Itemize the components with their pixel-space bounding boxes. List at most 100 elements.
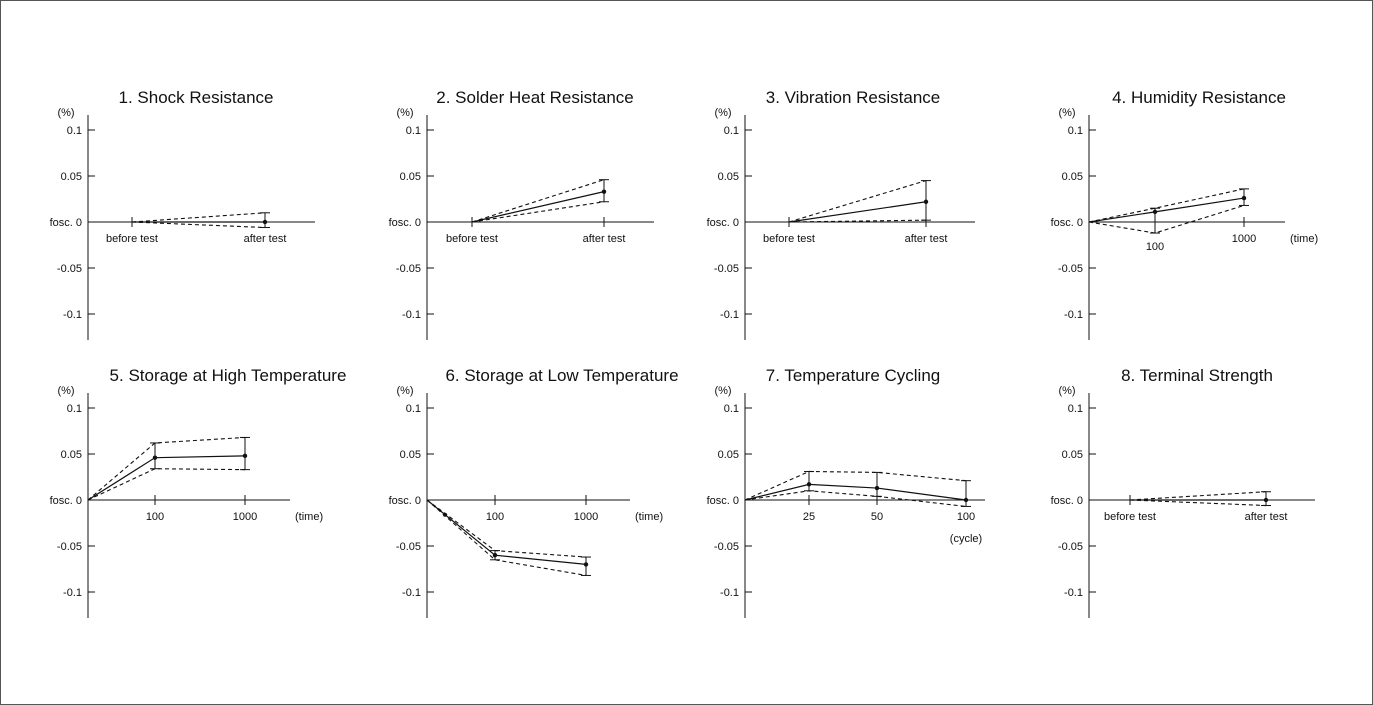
chart-4-y-tick-label: fosc. 0 <box>1051 217 1083 229</box>
chart-4-series-mean-line <box>1088 197 1245 223</box>
chart-7-data-point <box>806 482 812 487</box>
chart-1-series-upper-line <box>131 212 266 223</box>
chart-3-y-tick-label: -0.05 <box>714 263 739 275</box>
chart-2-x-tick-label: before test <box>446 233 498 245</box>
chart-6-title: 6. Storage at Low Temperature <box>445 366 678 385</box>
chart-1-y-tick-label: -0.05 <box>57 263 82 275</box>
chart-3-x-tick-label: before test <box>763 233 815 245</box>
chart-1-y-tick-label: 0.1 <box>67 125 82 137</box>
chart-5-data-point <box>242 453 248 459</box>
chart-1-x-tick-label: after test <box>244 233 287 245</box>
chart-2-title: 2. Solder Heat Resistance <box>436 88 634 107</box>
chart-3-x-tick-label: after test <box>905 233 948 245</box>
chart-7-y-tick-label: -0.1 <box>720 587 739 599</box>
chart-1-y-unit: (%) <box>57 107 74 119</box>
chart-8-y-tick-label: -0.1 <box>1064 587 1083 599</box>
chart-2-y-tick-label: 0.1 <box>406 125 421 137</box>
chart-7-y-tick-label: -0.05 <box>714 541 739 553</box>
chart-3-y-unit: (%) <box>714 107 731 119</box>
chart-5-y-tick-label: -0.05 <box>57 541 82 553</box>
chart-3-series-mean-line <box>788 201 927 223</box>
chart-7-x-tick-label: 25 <box>803 511 815 523</box>
chart-4-x-tick-label: 1000 <box>1232 233 1256 245</box>
chart-3-y-tick-label: 0.05 <box>718 171 739 183</box>
chart-4-y-unit: (%) <box>1058 107 1075 119</box>
chart-4-data-point <box>1152 209 1158 215</box>
chart-7-series-mean-line <box>744 483 967 501</box>
chart-1-series-lower-line <box>131 221 266 229</box>
chart-8-y-unit: (%) <box>1058 385 1075 397</box>
chart-2-y-unit: (%) <box>396 107 413 119</box>
chart-1-title: 1. Shock Resistance <box>119 88 274 107</box>
chart-4-y-tick-label: 0.1 <box>1068 125 1083 137</box>
chart-6-series-mean-line <box>426 499 587 565</box>
chart-4-y-tick-label: -0.1 <box>1064 309 1083 321</box>
chart-8-x-tick-label: after test <box>1245 511 1288 523</box>
chart-3-series-upper-line <box>788 180 927 223</box>
chart-7-data-point <box>874 485 880 491</box>
chart-7-series-upper-line <box>744 470 967 501</box>
chart-2-y-tick-label: -0.05 <box>396 263 421 275</box>
chart-5-title: 5. Storage at High Temperature <box>110 366 347 385</box>
chart-1-data-point <box>262 219 268 225</box>
chart-1-x-tick-label: before test <box>106 233 158 245</box>
chart-1-y-tick-label: -0.1 <box>63 309 82 321</box>
chart-3-y-tick-label: fosc. 0 <box>707 217 739 229</box>
chart-8-x-tick-label: before test <box>1104 511 1156 523</box>
chart-8-title: 8. Terminal Strength <box>1121 366 1273 385</box>
chart-5-series-mean-line <box>87 455 246 501</box>
chart-5-y-tick-label: fosc. 0 <box>50 495 82 507</box>
chart-4-x-tick-label: 100 <box>1146 241 1164 253</box>
chart-5-x-unit: (time) <box>295 511 323 523</box>
chart-3-y-tick-label: -0.1 <box>720 309 739 321</box>
chart-4-x-unit: (time) <box>1290 233 1318 245</box>
chart-2-series-mean-line <box>471 191 605 223</box>
chart-4-series-upper-line <box>1088 188 1245 223</box>
chart-6-y-tick-label: fosc. 0 <box>389 495 421 507</box>
chart-3-series-lower-line <box>788 219 927 223</box>
chart-2-x-tick-label: after test <box>583 233 626 245</box>
chart-6-x-tick-label: 1000 <box>574 511 598 523</box>
chart-6-data-point <box>583 562 589 567</box>
chart-4-y-tick-label: -0.05 <box>1058 263 1083 275</box>
chart-7-y-unit: (%) <box>714 385 731 397</box>
chart-1-y-tick-label: 0.05 <box>61 171 82 183</box>
chart-6-data-point <box>443 512 447 517</box>
chart-2-y-tick-label: 0.05 <box>400 171 421 183</box>
chart-5-y-tick-label: -0.1 <box>63 587 82 599</box>
chart-8-series-lower-line <box>1129 499 1267 507</box>
chart-7-x-tick-label: 100 <box>957 511 975 523</box>
chart-2-data-point <box>601 189 607 194</box>
chart-7-data-point <box>963 497 969 503</box>
chart-8-y-tick-label: 0.05 <box>1062 449 1083 461</box>
chart-6-y-tick-label: -0.05 <box>396 541 421 553</box>
chart-8-y-tick-label: -0.05 <box>1058 541 1083 553</box>
chart-7-x-tick-label: 50 <box>871 511 883 523</box>
chart-2-y-tick-label: -0.1 <box>402 309 421 321</box>
chart-2-series-upper-line <box>471 179 605 223</box>
chart-6-y-unit: (%) <box>396 385 413 397</box>
chart-5-y-unit: (%) <box>57 385 74 397</box>
chart-3-title: 3. Vibration Resistance <box>766 88 941 107</box>
chart-6-y-tick-label: 0.1 <box>406 403 421 415</box>
chart-7-y-tick-label: 0.05 <box>718 449 739 461</box>
chart-5-y-tick-label: 0.1 <box>67 403 82 415</box>
chart-7-y-tick-label: fosc. 0 <box>707 495 739 507</box>
chart-7-y-tick-label: 0.1 <box>724 403 739 415</box>
chart-6-x-tick-label: 100 <box>486 511 504 523</box>
chart-5-x-tick-label: 1000 <box>233 511 257 523</box>
chart-6-series-lower-line <box>426 499 587 576</box>
chart-6-y-tick-label: -0.1 <box>402 587 421 599</box>
chart-2-y-tick-label: fosc. 0 <box>389 217 421 229</box>
chart-8-data-point <box>1263 497 1269 503</box>
chart-4-data-point <box>1241 195 1247 201</box>
chart-6-data-point <box>492 553 498 558</box>
chart-5-series-lower-line <box>87 468 246 501</box>
chart-1-y-tick-label: fosc. 0 <box>50 217 82 229</box>
chart-6-series-upper-line <box>426 499 587 558</box>
chart-5-x-tick-label: 100 <box>146 511 164 523</box>
chart-7-series-lower-line <box>744 490 967 507</box>
chart-8-y-tick-label: 0.1 <box>1068 403 1083 415</box>
chart-6-x-unit: (time) <box>635 511 663 523</box>
